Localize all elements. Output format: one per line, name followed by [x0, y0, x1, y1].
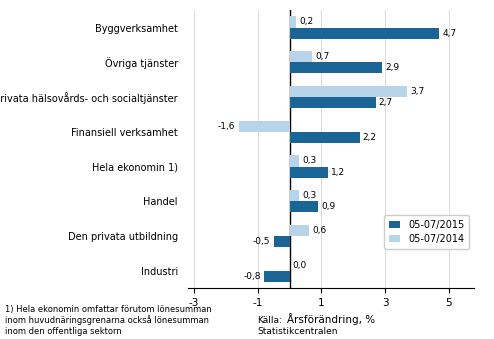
Bar	[289, 166, 328, 178]
Text: 3,7: 3,7	[411, 87, 425, 96]
X-axis label: Årsförändring, %: Årsförändring, %	[287, 314, 375, 325]
Text: 0,3: 0,3	[302, 191, 317, 200]
Bar	[289, 51, 312, 62]
Bar	[289, 27, 439, 39]
Text: 4,7: 4,7	[443, 28, 456, 38]
Bar	[274, 236, 289, 247]
Bar	[289, 16, 296, 27]
Bar	[289, 225, 309, 236]
Text: -0,8: -0,8	[244, 272, 261, 281]
Bar	[264, 271, 289, 282]
Bar	[289, 86, 408, 97]
Text: -1,6: -1,6	[218, 122, 236, 131]
Text: 2,9: 2,9	[385, 63, 399, 72]
Text: 0,0: 0,0	[293, 261, 307, 270]
Legend: 05-07/2015, 05-07/2014: 05-07/2015, 05-07/2014	[384, 215, 469, 249]
Bar	[289, 97, 375, 108]
Text: 0,3: 0,3	[302, 157, 317, 165]
Bar	[289, 132, 360, 143]
Text: -0,5: -0,5	[253, 237, 271, 246]
Text: 0,2: 0,2	[299, 18, 313, 26]
Text: 2,2: 2,2	[363, 133, 377, 142]
Text: 1) Hela ekonomin omfattar förutom lönesumman
inom huvudnäringsgrenarna också lön: 1) Hela ekonomin omfattar förutom lönesu…	[5, 305, 212, 336]
Bar	[289, 155, 299, 166]
Text: 0,9: 0,9	[322, 202, 336, 211]
Bar	[289, 62, 382, 74]
Text: 0,6: 0,6	[312, 226, 326, 235]
Text: 1,2: 1,2	[331, 167, 345, 177]
Bar	[239, 121, 289, 132]
Bar	[289, 190, 299, 201]
Bar	[289, 201, 318, 213]
Text: 2,7: 2,7	[379, 98, 393, 107]
Text: Källa:
Statistikcentralen: Källa: Statistikcentralen	[257, 316, 337, 336]
Text: 0,7: 0,7	[315, 52, 329, 61]
